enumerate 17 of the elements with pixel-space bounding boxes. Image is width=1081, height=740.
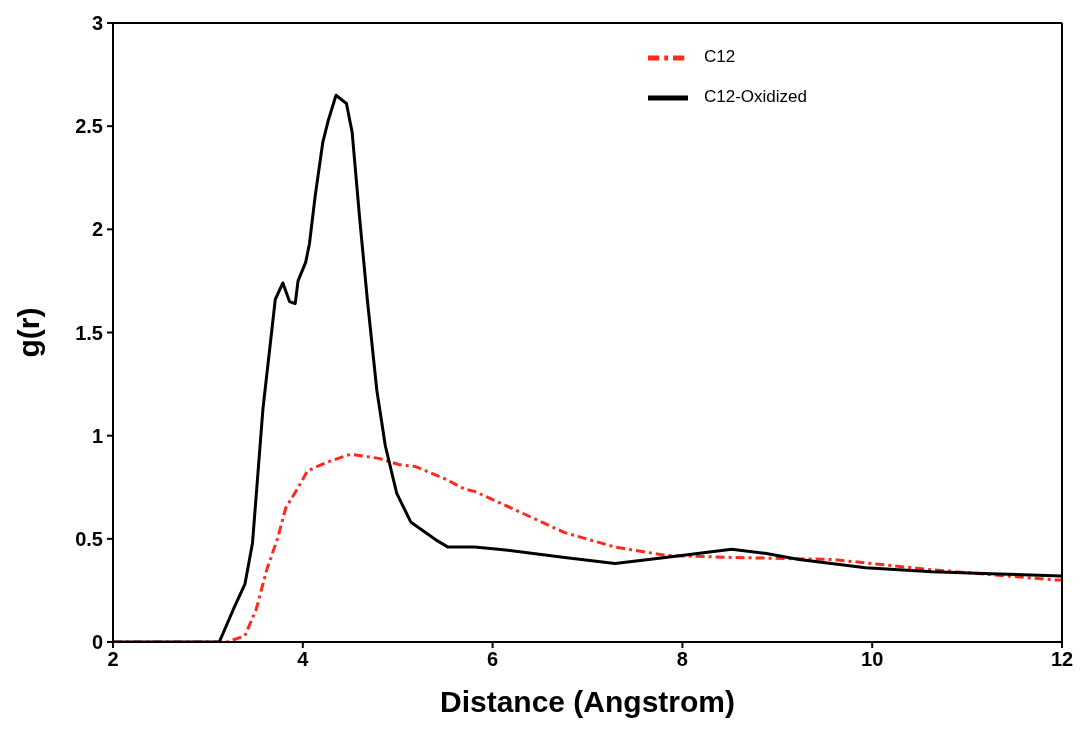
y-tick-label: 3 xyxy=(91,12,103,35)
y-tick-label: 1.5 xyxy=(75,321,103,344)
x-tick-label: 12 xyxy=(1050,648,1074,671)
x-tick-label: 4 xyxy=(297,648,310,671)
y-tick-label: 2 xyxy=(91,218,103,241)
legend-label: C12 xyxy=(704,47,736,67)
legend-label: C12-Oxidized xyxy=(704,87,807,107)
x-tick-label: 10 xyxy=(861,648,884,671)
y-tick-label: 1 xyxy=(91,424,103,447)
x-tick-label: 2 xyxy=(107,648,119,671)
x-tick-label: 8 xyxy=(676,648,688,671)
y-axis-title: g(r) xyxy=(11,307,45,358)
y-tick-label: 0 xyxy=(91,631,103,654)
x-axis-title: Distance (Angstrom) xyxy=(439,685,736,718)
y-tick-label: 0.5 xyxy=(75,527,103,550)
y-tick-label: 2.5 xyxy=(75,115,103,138)
x-tick-label: 6 xyxy=(487,648,499,671)
